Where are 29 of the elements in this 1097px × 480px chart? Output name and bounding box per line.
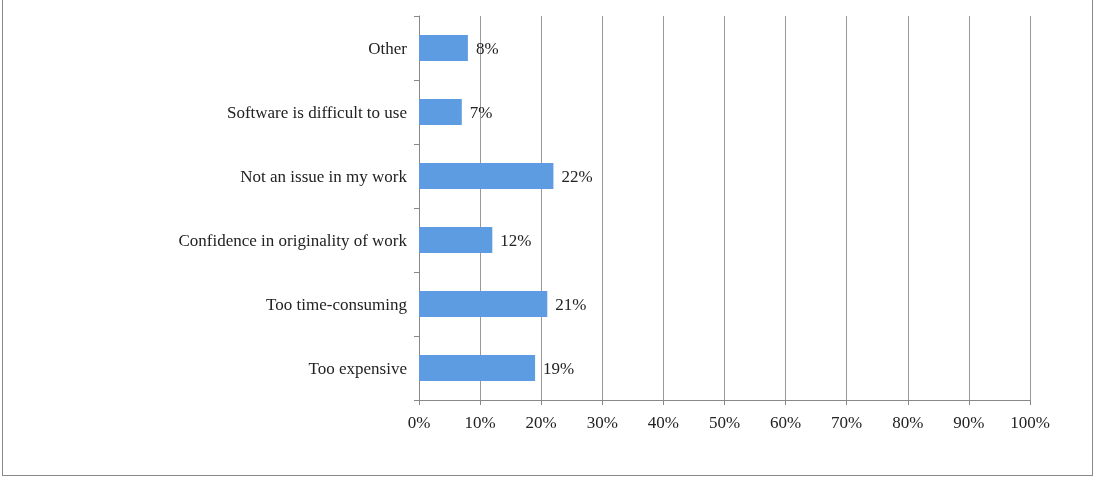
x-tick-label: 100% (1010, 413, 1050, 432)
y-tick-label: Too time-consuming (266, 294, 408, 314)
data-label: 19% (543, 358, 575, 378)
bar (419, 35, 468, 61)
data-label: 12% (500, 230, 532, 250)
data-label: 8% (475, 38, 499, 58)
bar (419, 291, 548, 317)
x-tick-label: 30% (586, 413, 618, 432)
x-tick-label: 20% (525, 413, 557, 432)
y-tick-label: Too expensive (308, 358, 407, 378)
x-tick-label: 80% (892, 413, 924, 432)
data-label: 22% (561, 166, 593, 186)
x-tick-label: 50% (708, 413, 741, 432)
x-tick-label: 60% (770, 413, 802, 432)
data-label: 21% (555, 294, 587, 314)
x-tick-label: 10% (464, 413, 496, 432)
y-tick-label: Software is difficult to use (226, 102, 407, 122)
x-tick-label: 0% (407, 413, 431, 432)
x-tick-label: 70% (831, 413, 863, 432)
bar (419, 99, 462, 125)
y-tick-label: Not an issue in my work (240, 166, 408, 186)
x-tick-label: 90% (953, 413, 985, 432)
x-tick-label: 40% (647, 413, 679, 432)
bar (419, 227, 493, 253)
bar (419, 355, 536, 381)
y-tick-label: Other (368, 38, 408, 58)
y-tick-label: Confidence in originality of work (178, 230, 408, 250)
bar (419, 163, 554, 189)
data-label: 7% (469, 102, 493, 122)
